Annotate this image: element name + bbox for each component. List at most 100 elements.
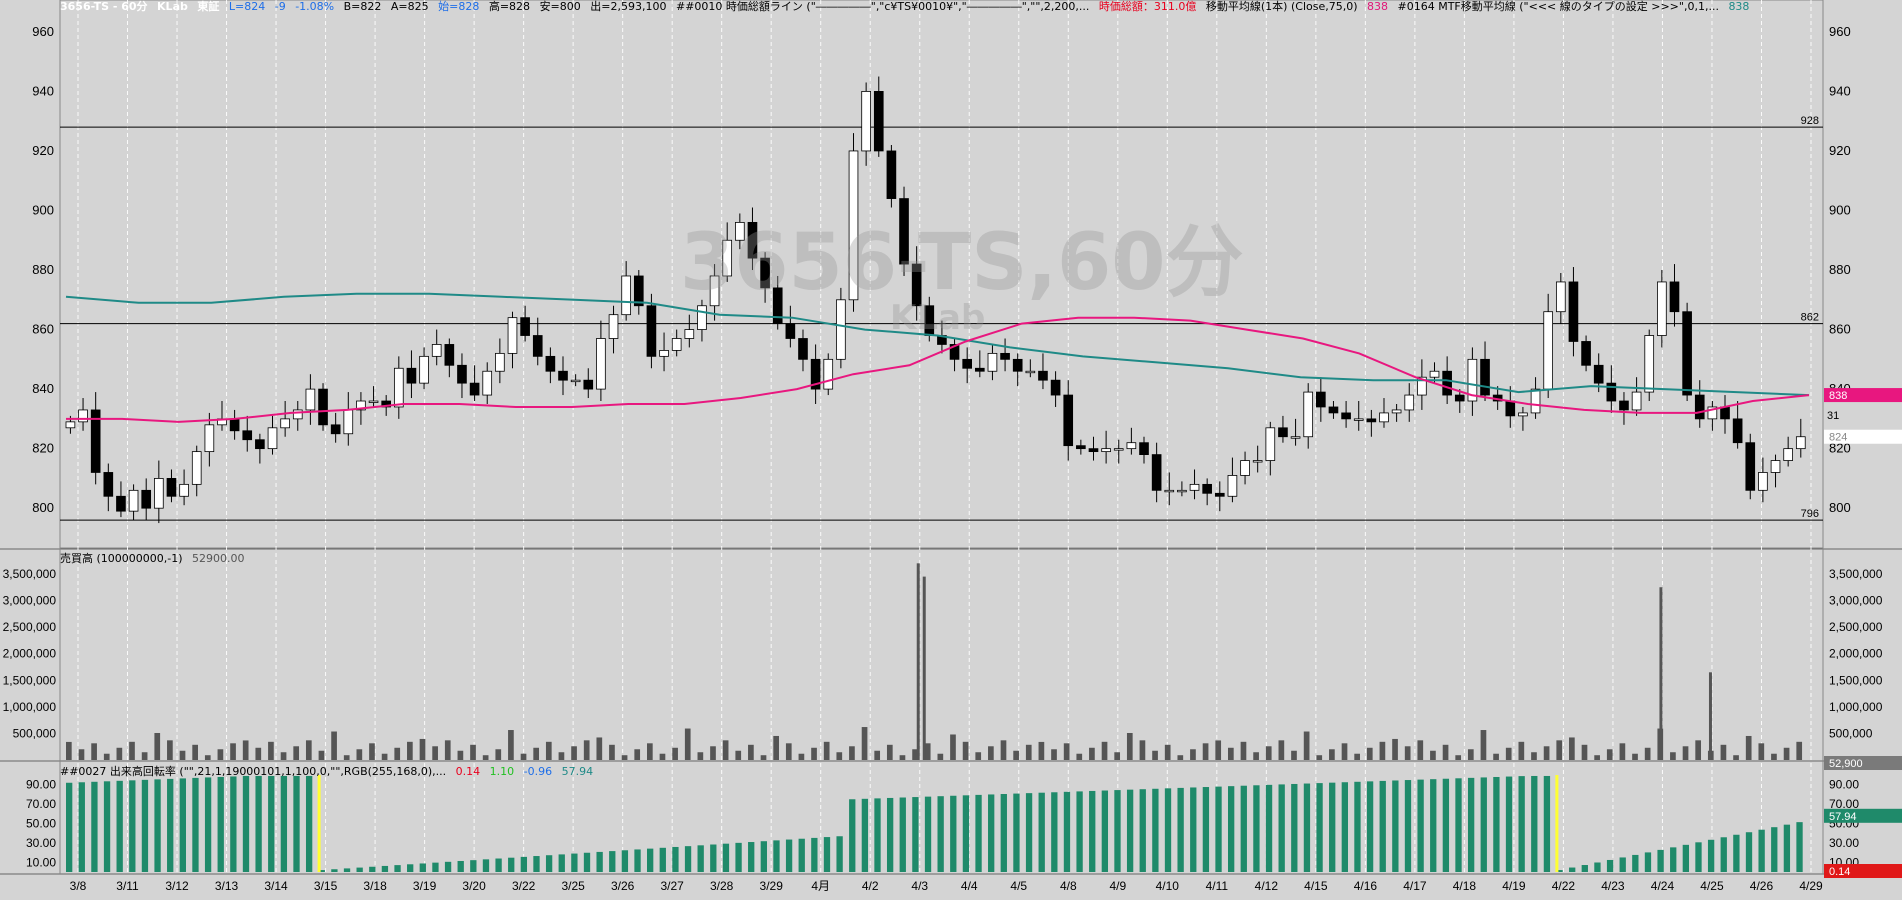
turnover-tag-bottom-text: 0.14 bbox=[1829, 866, 1850, 878]
turnover-bar bbox=[748, 842, 755, 872]
turnover-bar bbox=[836, 836, 843, 872]
price-tick-left: 880 bbox=[32, 262, 54, 277]
market-cap-line-label: 862 bbox=[1801, 312, 1819, 324]
price-tick-left: 920 bbox=[32, 143, 54, 158]
volume-last-tag bbox=[1824, 756, 1902, 770]
turnover-bar bbox=[268, 775, 275, 872]
volume-bar bbox=[1190, 749, 1196, 760]
volume-bar bbox=[293, 746, 300, 760]
turnover-bar bbox=[167, 778, 174, 872]
turnover-bar bbox=[861, 798, 869, 872]
turnover-bar bbox=[305, 775, 313, 872]
turnover-bar bbox=[1278, 784, 1285, 872]
candle-up bbox=[1391, 409, 1402, 414]
volume-bar bbox=[129, 741, 135, 760]
candle-up bbox=[596, 338, 606, 390]
turnover-tick-left: 50.00 bbox=[26, 817, 56, 831]
turnover-tick-right: 70.00 bbox=[1829, 797, 1859, 811]
turnover-bar bbox=[1733, 834, 1740, 872]
volume-bar bbox=[647, 743, 653, 760]
volume-bar bbox=[874, 750, 881, 760]
x-tick-label: 4/12 bbox=[1255, 879, 1279, 893]
candle-up bbox=[1240, 460, 1250, 476]
volume-bar bbox=[343, 755, 350, 760]
candle-down bbox=[772, 287, 783, 325]
candle-up bbox=[1252, 460, 1263, 463]
volume-bar bbox=[988, 746, 994, 760]
turnover-bar bbox=[1139, 789, 1146, 872]
low-price: 安=800 bbox=[539, 0, 581, 13]
candle-up bbox=[1404, 394, 1415, 411]
price-tick-right: 800 bbox=[1829, 500, 1851, 515]
volume-bar bbox=[167, 740, 173, 760]
volume-bar bbox=[1682, 746, 1689, 760]
turnover-bar bbox=[457, 860, 464, 872]
candle-up bbox=[267, 427, 278, 450]
price-tick-right: 940 bbox=[1829, 83, 1851, 98]
turnover-bar bbox=[280, 775, 288, 872]
volume-bar bbox=[1076, 753, 1083, 760]
candle-up bbox=[1555, 281, 1566, 313]
volume-bar bbox=[508, 730, 514, 760]
x-tick-label: 4/19 bbox=[1502, 879, 1526, 893]
symbol-label[interactable]: 3656-TS - 60分 bbox=[60, 0, 148, 13]
volume-panel-label[interactable]: 売買高 (100000000,-1) bbox=[60, 552, 183, 565]
price-tick-right: 880 bbox=[1829, 262, 1851, 277]
volume-bar bbox=[482, 755, 489, 760]
indicator-ma75[interactable]: 移動平均線(1本) (Close,75,0) bbox=[1205, 0, 1358, 13]
indicator-mtf[interactable]: #0164 MTF移動平均線 ("<<< 線のタイプの設定 >>>",0,1,.… bbox=[1397, 0, 1719, 13]
candle-down bbox=[1214, 492, 1225, 497]
ma-price-tag-text: 838 bbox=[1829, 390, 1847, 402]
x-tick-label: 3/29 bbox=[760, 879, 784, 893]
volume-bar bbox=[785, 743, 792, 760]
volume-bar bbox=[1126, 732, 1133, 760]
candle-up bbox=[1189, 483, 1200, 491]
indicator-market-cap[interactable]: ##0010 時価総額ライン ("―――――","c¥TS¥0010¥","――… bbox=[675, 0, 1090, 13]
turnover-bar bbox=[1341, 782, 1348, 872]
volume-bar bbox=[1025, 744, 1032, 760]
turnover-bar bbox=[596, 851, 603, 872]
turnover-bar bbox=[1480, 777, 1487, 872]
volume-bar bbox=[1442, 744, 1449, 760]
turnover-bar bbox=[659, 847, 666, 872]
turnover-bar bbox=[1152, 788, 1159, 872]
candle-down bbox=[1581, 341, 1591, 366]
volume-bar bbox=[1733, 755, 1739, 760]
volume-bar bbox=[1758, 743, 1765, 760]
volume-tick-right: 3,000,000 bbox=[1829, 594, 1883, 608]
volume-bar bbox=[1101, 741, 1108, 760]
open-price: 始=828 bbox=[438, 0, 480, 13]
candle-up bbox=[735, 221, 745, 241]
volume-bar bbox=[1569, 737, 1575, 760]
candle-down bbox=[583, 379, 594, 390]
volume-bar bbox=[1594, 755, 1600, 760]
volume-bar bbox=[407, 741, 413, 760]
last-price-tag bbox=[1824, 429, 1902, 444]
candle-up bbox=[78, 409, 88, 423]
volume-bar bbox=[1354, 753, 1360, 760]
candle-down bbox=[1038, 370, 1048, 381]
volume-bar bbox=[886, 744, 893, 760]
candle-up bbox=[1353, 418, 1364, 421]
candle-down bbox=[810, 358, 821, 390]
turnover-bar bbox=[874, 798, 881, 872]
turnover-bar bbox=[1543, 775, 1551, 872]
volume-bar bbox=[1215, 740, 1222, 760]
volume-bar bbox=[1089, 747, 1095, 760]
candle-up bbox=[1113, 448, 1124, 451]
turnover-bar bbox=[886, 797, 894, 872]
candle-up bbox=[697, 305, 707, 330]
candle-down bbox=[1341, 412, 1351, 420]
x-tick-label: 3/20 bbox=[462, 879, 486, 893]
candle-up bbox=[1227, 475, 1238, 497]
turnover-bar bbox=[1707, 839, 1715, 872]
turnover-bar bbox=[103, 781, 111, 872]
turnover-bar bbox=[407, 864, 414, 872]
candle-up bbox=[1177, 489, 1187, 493]
candle-down bbox=[444, 344, 455, 366]
turnover-panel-label[interactable]: ##0027 出来高回転率 ("",21,1,19000101,1,100,0,… bbox=[60, 765, 447, 778]
volume-bar bbox=[66, 741, 72, 760]
x-tick-label: 4/29 bbox=[1799, 879, 1823, 893]
turnover-bar bbox=[116, 780, 123, 872]
x-tick-label: 4月 bbox=[811, 879, 830, 893]
